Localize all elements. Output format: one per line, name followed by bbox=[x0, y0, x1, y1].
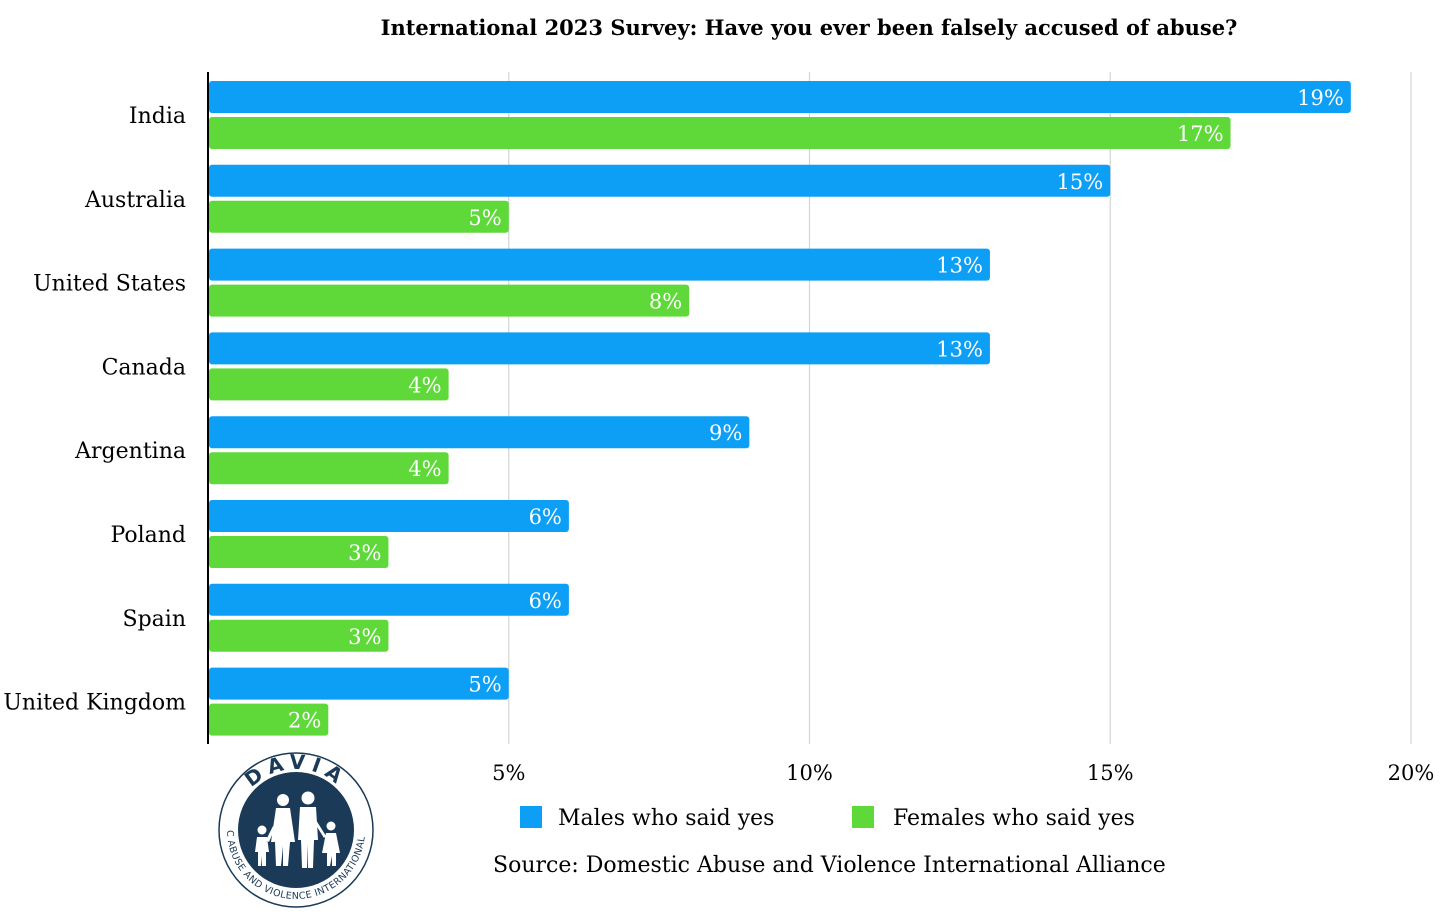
data-label-females-united-kingdom: 2% bbox=[288, 709, 321, 733]
data-label-males-argentina: 9% bbox=[709, 421, 742, 445]
bar-males-united-states bbox=[209, 248, 990, 281]
x-tick-label-20: 20% bbox=[1388, 761, 1435, 785]
x-tick-label-10: 10% bbox=[786, 761, 833, 785]
bar-data-labels: 19% 17% 15% 5% 13% 8% 13% 4% 9% 4% 6% 3% 6% 3% 5% 2% bbox=[288, 86, 1344, 733]
data-label-females-united-states: 8% bbox=[649, 290, 682, 314]
legend-label-males: Males who said yes bbox=[558, 806, 774, 831]
bar-females-united-kingdom bbox=[209, 703, 329, 736]
category-label-canada: Canada bbox=[102, 355, 186, 380]
data-label-males-poland: 6% bbox=[529, 505, 562, 529]
bar-males-india bbox=[209, 81, 1351, 113]
data-label-males-spain: 6% bbox=[529, 589, 562, 613]
category-label-spain: Spain bbox=[123, 607, 186, 632]
bar-females-canada bbox=[209, 368, 449, 401]
bars bbox=[209, 81, 1351, 736]
category-label-argentina: Argentina bbox=[74, 439, 186, 464]
category-labels: India Australia United States Canada Argenti… bbox=[3, 104, 186, 716]
x-tick-label-5: 5% bbox=[492, 761, 525, 785]
category-label-poland: Poland bbox=[110, 523, 186, 548]
x-axis-tick-labels: 5% 10% 15% 20% bbox=[492, 761, 1434, 785]
bar-females-poland bbox=[209, 536, 389, 568]
bar-males-spain bbox=[209, 583, 569, 616]
bar-females-argentina bbox=[209, 452, 449, 485]
bar-males-canada bbox=[209, 332, 990, 365]
legend-label-females: Females who said yes bbox=[893, 806, 1135, 831]
bar-males-united-kingdom bbox=[209, 667, 509, 700]
data-label-males-united-kingdom: 5% bbox=[468, 673, 501, 697]
data-label-females-australia: 5% bbox=[468, 206, 501, 230]
data-label-males-united-states: 13% bbox=[936, 254, 983, 278]
bar-females-india bbox=[209, 117, 1231, 149]
data-label-males-canada: 13% bbox=[936, 337, 983, 361]
data-label-males-australia: 15% bbox=[1057, 170, 1104, 194]
category-label-united-kingdom: United Kingdom bbox=[3, 691, 186, 716]
bar-males-poland bbox=[209, 500, 569, 532]
category-label-united-states: United States bbox=[33, 272, 186, 297]
legend-swatch-males bbox=[520, 806, 542, 828]
bar-males-australia bbox=[209, 164, 1111, 197]
data-label-males-india: 19% bbox=[1297, 86, 1344, 110]
family-figures-icon bbox=[255, 791, 340, 868]
source-note: Source: Domestic Abuse and Violence Inte… bbox=[493, 853, 1166, 878]
bar-females-australia bbox=[209, 200, 509, 233]
data-label-females-spain: 3% bbox=[348, 625, 381, 649]
data-label-females-argentina: 4% bbox=[408, 457, 441, 481]
legend-swatch-females bbox=[852, 806, 874, 828]
bar-females-spain bbox=[209, 619, 389, 652]
bar-females-united-states bbox=[209, 284, 690, 317]
category-label-india: India bbox=[129, 104, 186, 129]
x-tick-label-15: 15% bbox=[1087, 761, 1134, 785]
legend: Males who said yes Females who said yes bbox=[520, 806, 1135, 831]
data-label-females-india: 17% bbox=[1177, 122, 1224, 146]
data-label-females-canada: 4% bbox=[408, 373, 441, 397]
bar-males-argentina bbox=[209, 416, 750, 449]
data-label-females-poland: 3% bbox=[348, 541, 381, 565]
category-label-australia: Australia bbox=[84, 188, 186, 213]
chart-title: International 2023 Survey: Have you ever… bbox=[381, 15, 1238, 40]
